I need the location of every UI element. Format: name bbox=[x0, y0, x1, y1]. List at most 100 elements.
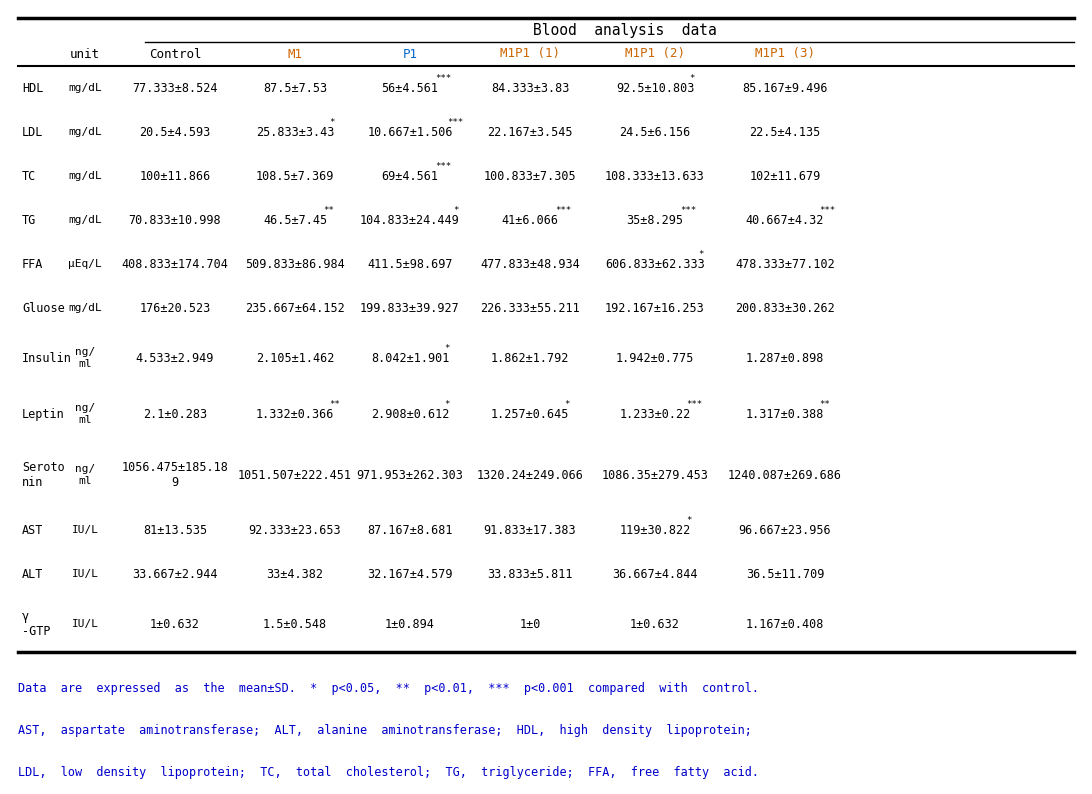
Text: ***: *** bbox=[680, 206, 697, 214]
Text: 33±4.382: 33±4.382 bbox=[266, 568, 323, 580]
Text: 411.5±98.697: 411.5±98.697 bbox=[367, 257, 453, 271]
Text: 108.333±13.633: 108.333±13.633 bbox=[605, 169, 704, 183]
Text: LDL: LDL bbox=[22, 125, 44, 138]
Text: 25.833±3.43: 25.833±3.43 bbox=[256, 125, 334, 138]
Text: 1.942±0.775: 1.942±0.775 bbox=[616, 352, 695, 364]
Text: mg/dL: mg/dL bbox=[68, 215, 102, 225]
Text: ***: *** bbox=[435, 74, 451, 83]
Text: 1051.507±222.451: 1051.507±222.451 bbox=[238, 468, 352, 481]
Text: 85.167±9.496: 85.167±9.496 bbox=[743, 82, 828, 94]
Text: 1.287±0.898: 1.287±0.898 bbox=[746, 352, 824, 364]
Text: 70.833±10.998: 70.833±10.998 bbox=[129, 214, 222, 226]
Text: ng/
ml: ng/ ml bbox=[75, 464, 95, 486]
Text: 108.5±7.369: 108.5±7.369 bbox=[256, 169, 334, 183]
Text: 199.833±39.927: 199.833±39.927 bbox=[360, 302, 460, 314]
Text: 33.667±2.944: 33.667±2.944 bbox=[132, 568, 217, 580]
Text: Insulin: Insulin bbox=[22, 352, 72, 364]
Text: 1.233±0.22: 1.233±0.22 bbox=[619, 407, 690, 421]
Text: 10.667±1.506: 10.667±1.506 bbox=[367, 125, 453, 138]
Text: 1320.24±249.066: 1320.24±249.066 bbox=[476, 468, 583, 481]
Text: 56±4.561: 56±4.561 bbox=[381, 82, 439, 94]
Text: 36.5±11.709: 36.5±11.709 bbox=[746, 568, 824, 580]
Text: LDL,  low  density  lipoprotein;  TC,  total  cholesterol;  TG,  triglyceride;  : LDL, low density lipoprotein; TC, total … bbox=[17, 766, 759, 779]
Text: 1±0.894: 1±0.894 bbox=[385, 618, 435, 630]
Text: 4.533±2.949: 4.533±2.949 bbox=[135, 352, 214, 364]
Text: 226.333±55.211: 226.333±55.211 bbox=[480, 302, 580, 314]
Text: Blood  analysis  data: Blood analysis data bbox=[533, 22, 716, 37]
Text: Seroto
nin: Seroto nin bbox=[22, 461, 64, 489]
Text: M1P1 (3): M1P1 (3) bbox=[755, 48, 815, 60]
Text: ***: *** bbox=[447, 118, 463, 126]
Text: *: * bbox=[444, 344, 450, 353]
Text: 971.953±262.303: 971.953±262.303 bbox=[357, 468, 463, 481]
Text: 1.5±0.548: 1.5±0.548 bbox=[263, 618, 328, 630]
Text: 119±30.822: 119±30.822 bbox=[619, 523, 690, 537]
Text: ***: *** bbox=[435, 161, 451, 171]
Text: mg/dL: mg/dL bbox=[68, 127, 102, 137]
Text: M1P1 (1): M1P1 (1) bbox=[500, 48, 560, 60]
Text: 1±0.632: 1±0.632 bbox=[630, 618, 680, 630]
Text: 41±6.066: 41±6.066 bbox=[501, 214, 558, 226]
Text: 91.833±17.383: 91.833±17.383 bbox=[484, 523, 577, 537]
Text: *: * bbox=[689, 74, 695, 83]
Text: 192.167±16.253: 192.167±16.253 bbox=[605, 302, 704, 314]
Text: 102±11.679: 102±11.679 bbox=[749, 169, 820, 183]
Text: IU/L: IU/L bbox=[71, 619, 98, 629]
Text: 24.5±6.156: 24.5±6.156 bbox=[619, 125, 690, 138]
Text: 40.667±4.32: 40.667±4.32 bbox=[746, 214, 824, 226]
Text: ***: *** bbox=[819, 206, 835, 214]
Text: 1056.475±185.18
9: 1056.475±185.18 9 bbox=[121, 461, 228, 489]
Text: 100±11.866: 100±11.866 bbox=[140, 169, 211, 183]
Text: 81±13.535: 81±13.535 bbox=[143, 523, 207, 537]
Text: 35±8.295: 35±8.295 bbox=[627, 214, 684, 226]
Text: *: * bbox=[565, 399, 570, 408]
Text: M1: M1 bbox=[287, 48, 302, 60]
Text: ***: *** bbox=[555, 206, 571, 214]
Text: 2.1±0.283: 2.1±0.283 bbox=[143, 407, 207, 421]
Text: Leptin: Leptin bbox=[22, 407, 64, 421]
Text: mg/dL: mg/dL bbox=[68, 303, 102, 313]
Text: AST: AST bbox=[22, 523, 44, 537]
Text: 104.833±24.449: 104.833±24.449 bbox=[360, 214, 460, 226]
Text: μEq/L: μEq/L bbox=[68, 259, 102, 269]
Text: *: * bbox=[329, 118, 334, 126]
Text: 1.167±0.408: 1.167±0.408 bbox=[746, 618, 824, 630]
Text: 477.833±48.934: 477.833±48.934 bbox=[480, 257, 580, 271]
Text: *: * bbox=[453, 206, 459, 214]
Text: 77.333±8.524: 77.333±8.524 bbox=[132, 82, 217, 94]
Text: γ
-GTP: γ -GTP bbox=[22, 610, 50, 638]
Text: 2.908±0.612: 2.908±0.612 bbox=[371, 407, 449, 421]
Text: P1: P1 bbox=[403, 48, 417, 60]
Text: *: * bbox=[444, 399, 450, 408]
Text: Data  are  expressed  as  the  mean±SD.  *  p<0.05,  **  p<0.01,  ***  p<0.001  : Data are expressed as the mean±SD. * p<0… bbox=[17, 682, 759, 695]
Text: 606.833±62.333: 606.833±62.333 bbox=[605, 257, 704, 271]
Text: 509.833±86.984: 509.833±86.984 bbox=[245, 257, 345, 271]
Text: *: * bbox=[686, 515, 691, 525]
Text: 478.333±77.102: 478.333±77.102 bbox=[735, 257, 835, 271]
Text: 46.5±7.45: 46.5±7.45 bbox=[263, 214, 328, 226]
Text: 1240.087±269.686: 1240.087±269.686 bbox=[728, 468, 842, 481]
Text: 96.667±23.956: 96.667±23.956 bbox=[738, 523, 831, 537]
Text: TC: TC bbox=[22, 169, 36, 183]
Text: Control: Control bbox=[149, 48, 201, 60]
Text: 1.317±0.388: 1.317±0.388 bbox=[746, 407, 824, 421]
Text: 2.105±1.462: 2.105±1.462 bbox=[256, 352, 334, 364]
Text: 84.333±3.83: 84.333±3.83 bbox=[490, 82, 569, 94]
Text: HDL: HDL bbox=[22, 82, 44, 94]
Text: 22.5±4.135: 22.5±4.135 bbox=[749, 125, 820, 138]
Text: mg/dL: mg/dL bbox=[68, 171, 102, 181]
Text: 1.862±1.792: 1.862±1.792 bbox=[490, 352, 569, 364]
Text: **: ** bbox=[329, 399, 340, 408]
Text: 1.257±0.645: 1.257±0.645 bbox=[490, 407, 569, 421]
Text: 20.5±4.593: 20.5±4.593 bbox=[140, 125, 211, 138]
Text: FFA: FFA bbox=[22, 257, 44, 271]
Text: 1±0: 1±0 bbox=[520, 618, 541, 630]
Text: 33.833±5.811: 33.833±5.811 bbox=[487, 568, 572, 580]
Text: 69±4.561: 69±4.561 bbox=[381, 169, 439, 183]
Text: *: * bbox=[698, 249, 703, 259]
Text: 92.333±23.653: 92.333±23.653 bbox=[249, 523, 342, 537]
Text: 87.167±8.681: 87.167±8.681 bbox=[367, 523, 453, 537]
Text: TG: TG bbox=[22, 214, 36, 226]
Text: 408.833±174.704: 408.833±174.704 bbox=[121, 257, 228, 271]
Text: 36.667±4.844: 36.667±4.844 bbox=[613, 568, 698, 580]
